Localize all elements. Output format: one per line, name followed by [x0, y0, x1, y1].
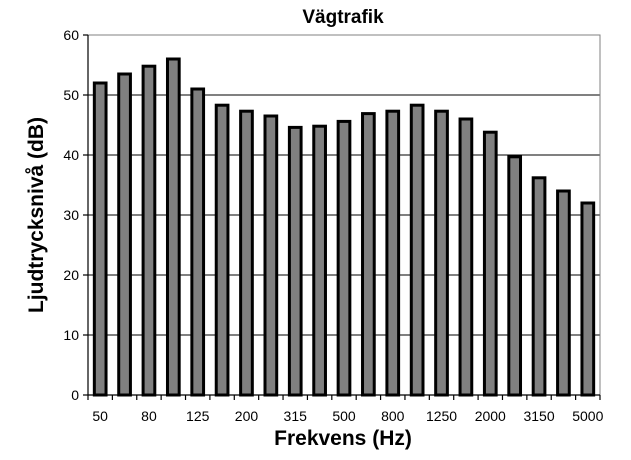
y-tick-label: 60 — [63, 27, 79, 43]
bars — [92, 57, 596, 397]
x-tick-label: 80 — [141, 408, 157, 424]
bar-100hz — [165, 57, 181, 397]
bar-500hz — [336, 119, 352, 397]
bar-630hz — [361, 112, 376, 397]
bar-125hz — [190, 87, 206, 397]
bar-1000hz — [409, 103, 425, 397]
axes — [83, 34, 601, 400]
x-tick-label: 2000 — [475, 408, 506, 424]
x-tick-label: 800 — [381, 408, 405, 424]
bar-5000hz — [580, 201, 596, 397]
x-tick-label: 1250 — [426, 408, 457, 424]
bar-315hz — [287, 125, 303, 397]
bar-250hz — [263, 114, 279, 397]
y-tick-label: 50 — [63, 87, 79, 103]
bar-160hz — [214, 103, 230, 397]
x-tick-labels: 50 80 125 200 315 500 800 1250 2000 3150 5000 — [92, 408, 603, 424]
bar-400hz — [312, 124, 327, 397]
bar-1600hz — [458, 117, 474, 397]
bar-3150hz — [531, 176, 547, 397]
bar-2000hz — [482, 130, 498, 397]
bar-4000hz — [556, 189, 571, 397]
bar-800hz — [385, 109, 401, 397]
bar-50hz — [92, 81, 108, 397]
y-axis-label: Ljudtrycksnivå (dB) — [25, 117, 48, 313]
y-tick-label: 40 — [63, 147, 79, 163]
bar-200hz — [239, 109, 254, 397]
y-tick-label: 10 — [63, 327, 79, 343]
x-tick-label: 315 — [284, 408, 308, 424]
bar-1250hz — [434, 109, 449, 397]
x-axis-label: Frekvens (Hz) — [274, 427, 412, 450]
y-tick-label: 0 — [71, 387, 79, 403]
chart-title: Vägtrafik — [302, 7, 384, 28]
x-tick-label: 200 — [235, 408, 259, 424]
x-tick-label: 3150 — [523, 408, 554, 424]
bar-63hz — [117, 72, 132, 397]
x-tick-label: 500 — [332, 408, 356, 424]
x-tick-label: 125 — [186, 408, 210, 424]
y-tick-label: 20 — [63, 267, 79, 283]
x-tick-label: 50 — [92, 408, 108, 424]
bar-2500hz — [507, 155, 523, 397]
bar-80hz — [141, 64, 157, 397]
x-tick-label: 5000 — [572, 408, 603, 424]
y-tick-label: 30 — [63, 207, 79, 223]
y-tick-labels: 0 10 20 30 40 50 60 — [63, 27, 79, 403]
